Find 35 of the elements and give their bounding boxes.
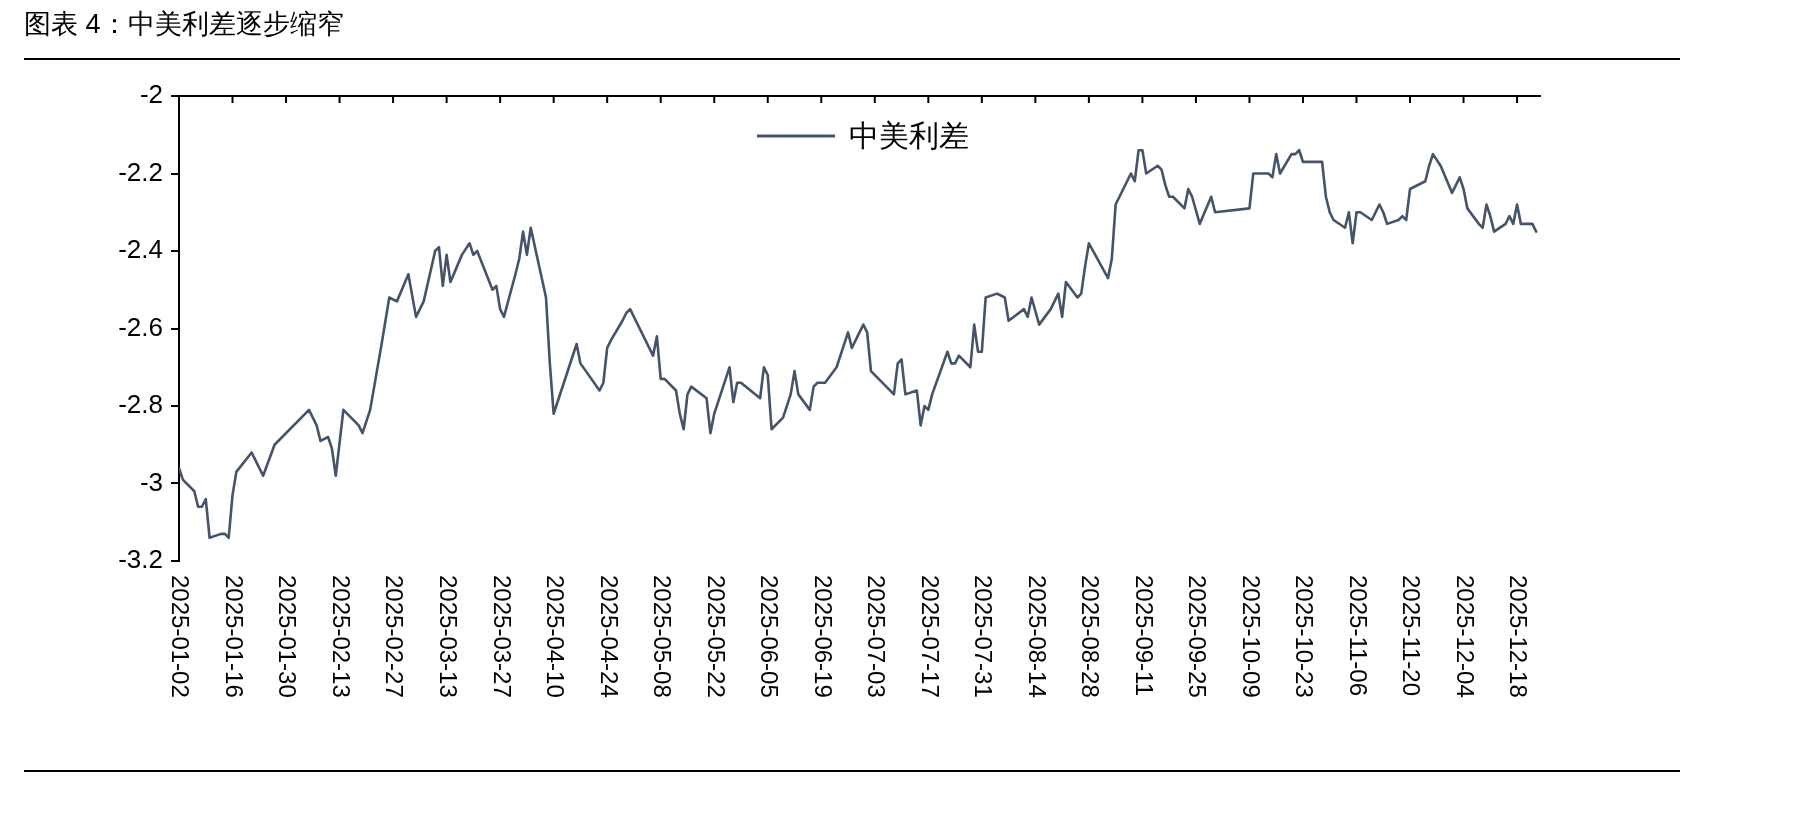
x-tick-label: 2025-04-24 bbox=[595, 575, 623, 698]
x-tick-label: 2025-08-28 bbox=[1077, 575, 1105, 698]
y-tick-label: -2.4 bbox=[118, 234, 163, 265]
x-tick-label: 2025-01-02 bbox=[167, 575, 195, 698]
x-tick-label: 2025-10-09 bbox=[1237, 575, 1265, 698]
x-tick-label: 2025-12-18 bbox=[1505, 575, 1533, 698]
x-tick-label: 2025-11-06 bbox=[1344, 575, 1372, 696]
x-tick-label: 2025-02-13 bbox=[327, 575, 355, 698]
y-tick-label: -3 bbox=[139, 466, 163, 497]
x-tick-label: 2025-06-19 bbox=[809, 575, 837, 698]
x-tick-label: 2025-07-17 bbox=[916, 575, 944, 698]
x-tick-label: 2025-07-31 bbox=[970, 575, 998, 698]
x-tick-label: 2025-09-25 bbox=[1184, 575, 1212, 698]
chart-title: 图表 4：中美利差逐步缩窄 bbox=[24, 8, 344, 41]
x-tick-label: 2025-10-23 bbox=[1291, 575, 1319, 698]
x-tick-label: 2025-06-05 bbox=[756, 575, 784, 698]
y-tick-label: -2.8 bbox=[118, 389, 163, 420]
y-tick-label: -3.2 bbox=[118, 544, 163, 575]
y-tick-label: -2.6 bbox=[118, 311, 163, 342]
x-tick-label: 2025-02-27 bbox=[381, 575, 409, 698]
x-tick-label: 2025-05-08 bbox=[649, 575, 677, 698]
x-tick-label: 2025-01-16 bbox=[220, 575, 248, 698]
legend-label: 中美利差 bbox=[849, 119, 969, 153]
x-tick-label: 2025-09-11 bbox=[1130, 575, 1158, 696]
x-tick-label: 2025-01-30 bbox=[274, 575, 302, 698]
y-tick-label: -2.2 bbox=[118, 156, 163, 187]
x-tick-label: 2025-03-27 bbox=[488, 575, 516, 698]
x-tick-label: 2025-11-20 bbox=[1398, 575, 1426, 696]
x-tick-label: 2025-12-04 bbox=[1451, 575, 1479, 698]
y-tick-label: -2 bbox=[139, 79, 163, 110]
x-tick-label: 2025-03-13 bbox=[434, 575, 462, 698]
x-tick-label: 2025-07-03 bbox=[863, 575, 891, 698]
x-tick-label: 2025-05-22 bbox=[702, 575, 730, 698]
x-tick-label: 2025-04-10 bbox=[542, 575, 570, 698]
x-tick-label: 2025-08-14 bbox=[1023, 575, 1051, 698]
